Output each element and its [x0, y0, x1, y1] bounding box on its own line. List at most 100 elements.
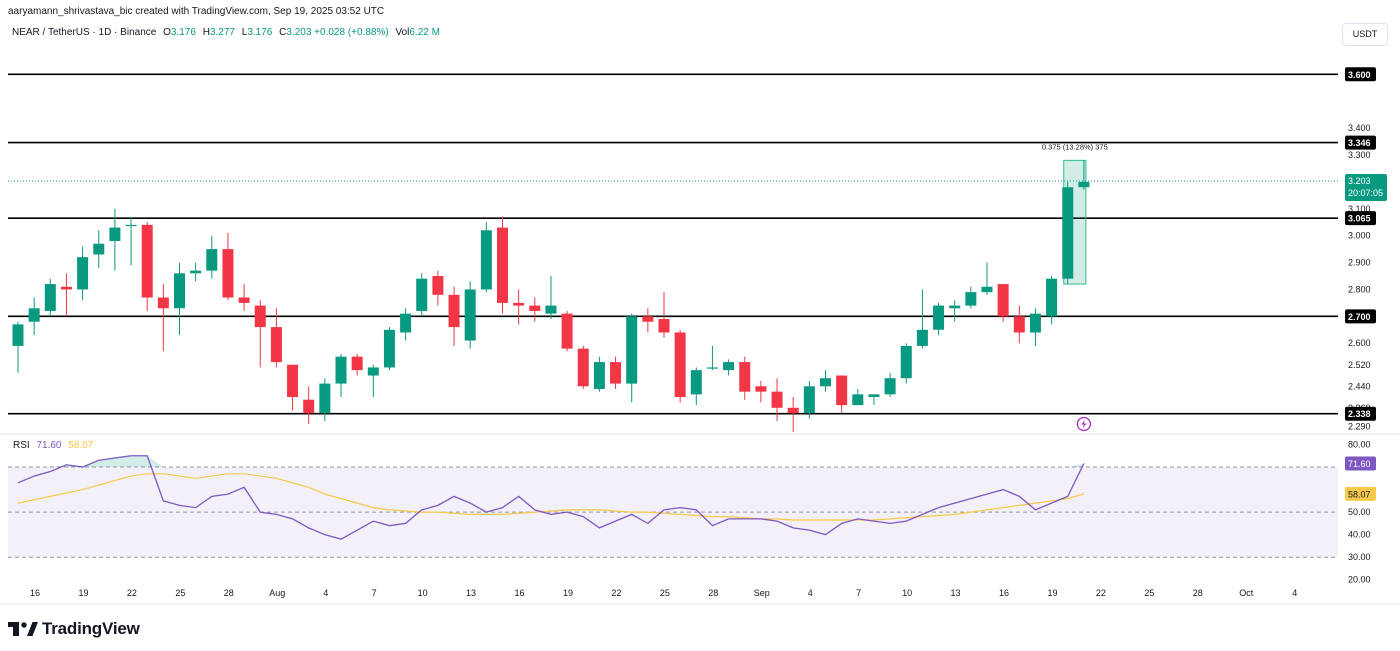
time-tick-label: 16: [999, 588, 1009, 598]
price-tick-label: 2.600: [1348, 338, 1371, 348]
price-tick-label: 3.100: [1348, 204, 1371, 214]
candle-body: [820, 378, 831, 387]
candle: [60, 273, 72, 317]
time-tick-label: 19: [78, 588, 88, 598]
candle: [739, 356, 751, 400]
rsi-tick-label: 40.00: [1348, 530, 1371, 540]
rsi-overbought-fill: [1067, 463, 1084, 468]
symbol-legend: NEAR / TetherUS · 1D · Binance O3.176 H3…: [12, 27, 440, 38]
key-level-tag: [1345, 406, 1376, 421]
key-level-label: 2.700: [1348, 312, 1371, 322]
lightning-icon-glyph: [1081, 420, 1087, 428]
candle-body: [44, 284, 56, 311]
candle: [157, 284, 169, 352]
candle-body: [642, 316, 654, 322]
time-tick-label: Oct: [1239, 588, 1254, 598]
rsi-tick-label: 50.00: [1348, 507, 1371, 517]
candle-body: [610, 362, 622, 384]
time-tick-label: 28: [708, 588, 718, 598]
candle: [464, 281, 476, 349]
price-axis: 3.400 3.300 3.100 3.000 2.900 2.800 2.600 2.520…: [1348, 123, 1371, 432]
rsi-value-tag-label: 71.60: [1348, 459, 1371, 469]
candle-body: [432, 276, 444, 295]
candle: [916, 289, 928, 349]
candle: [190, 262, 202, 282]
candle: [351, 354, 363, 376]
candle: [77, 246, 89, 301]
time-tick-label: 16: [514, 588, 524, 598]
time-tick-label: Sep: [754, 588, 770, 598]
price-tick-label: 3.000: [1348, 231, 1371, 241]
candle-body: [497, 227, 508, 303]
candle: [561, 310, 573, 352]
candle-body: [1078, 181, 1090, 188]
rsi-value-tag: [1345, 456, 1376, 471]
candle-body: [174, 273, 185, 309]
current-price-label: 3.203: [1348, 176, 1371, 186]
candle: [93, 230, 105, 268]
candle-body: [561, 313, 573, 349]
candle-body: [319, 383, 331, 414]
candle: [723, 359, 735, 376]
tradingview-logo-icon: [8, 622, 38, 636]
candle-body: [949, 305, 961, 309]
rsi-tick-label: 30.00: [1348, 552, 1371, 562]
price-tick-label: 2.290: [1348, 422, 1371, 432]
time-axis: 16 19 22 25 28 Aug 4 7 10 13 16 19 22 25 28 Sep 4 7 10 13 16…: [30, 588, 1297, 598]
time-tick-label: 28: [224, 588, 234, 598]
candle-body: [206, 249, 218, 271]
open-value: 3.176: [170, 27, 196, 38]
candle-body: [868, 394, 880, 398]
price-tick-label: 2.800: [1348, 284, 1371, 294]
rsi-axis: 80.00 50.00 40.00 30.00 20.00: [1348, 440, 1371, 585]
candle-body: [884, 378, 896, 395]
tradingview-logo[interactable]: TradingView: [8, 619, 140, 639]
time-tick-label: 10: [902, 588, 912, 598]
time-tick-label: 7: [372, 588, 377, 598]
time-tick-label: 13: [951, 588, 961, 598]
high-label: H: [202, 27, 210, 38]
candle: [820, 370, 831, 392]
candle: [206, 235, 218, 279]
candle-body: [448, 294, 460, 328]
candle-body: [238, 297, 250, 303]
candle: [949, 300, 961, 322]
candle-body: [254, 305, 266, 328]
candle-body: [464, 289, 476, 341]
candle: [658, 292, 670, 338]
time-tick-label: 19: [1047, 588, 1057, 598]
symbol-name[interactable]: NEAR / TetherUS · 1D · Binance: [12, 27, 157, 38]
rsi-band: [8, 467, 1338, 558]
logo-text: TradingView: [42, 619, 140, 638]
candle-body: [690, 370, 702, 395]
time-tick-label: Aug: [269, 588, 285, 598]
rsi-overbought-fill: [131, 455, 148, 468]
candle: [1046, 276, 1058, 325]
candle-body: [997, 284, 1009, 317]
candle: [771, 378, 783, 422]
rsi-line: [17, 455, 1085, 540]
time-tick-label: 25: [1144, 588, 1154, 598]
candle: [303, 386, 315, 424]
candle: [642, 308, 654, 333]
candle: [577, 345, 589, 389]
candle: [44, 278, 56, 317]
price-tick-label: 2.360: [1348, 403, 1371, 413]
key-level-tag: [1345, 309, 1376, 324]
candle-body: [933, 305, 945, 330]
candle-body: [1062, 187, 1074, 279]
candle: [432, 270, 444, 306]
candle: [706, 345, 718, 371]
candle: [383, 327, 395, 371]
time-tick-label: 22: [1096, 588, 1106, 598]
currency-button[interactable]: USDT: [1342, 23, 1388, 46]
rsi-name[interactable]: RSI: [13, 440, 30, 451]
candle-body: [303, 399, 315, 414]
candle: [1062, 181, 1074, 285]
candle: [755, 380, 767, 403]
candle-body: [109, 227, 121, 242]
candle: [497, 216, 508, 314]
candle-body: [739, 362, 751, 392]
candle: [416, 273, 428, 317]
